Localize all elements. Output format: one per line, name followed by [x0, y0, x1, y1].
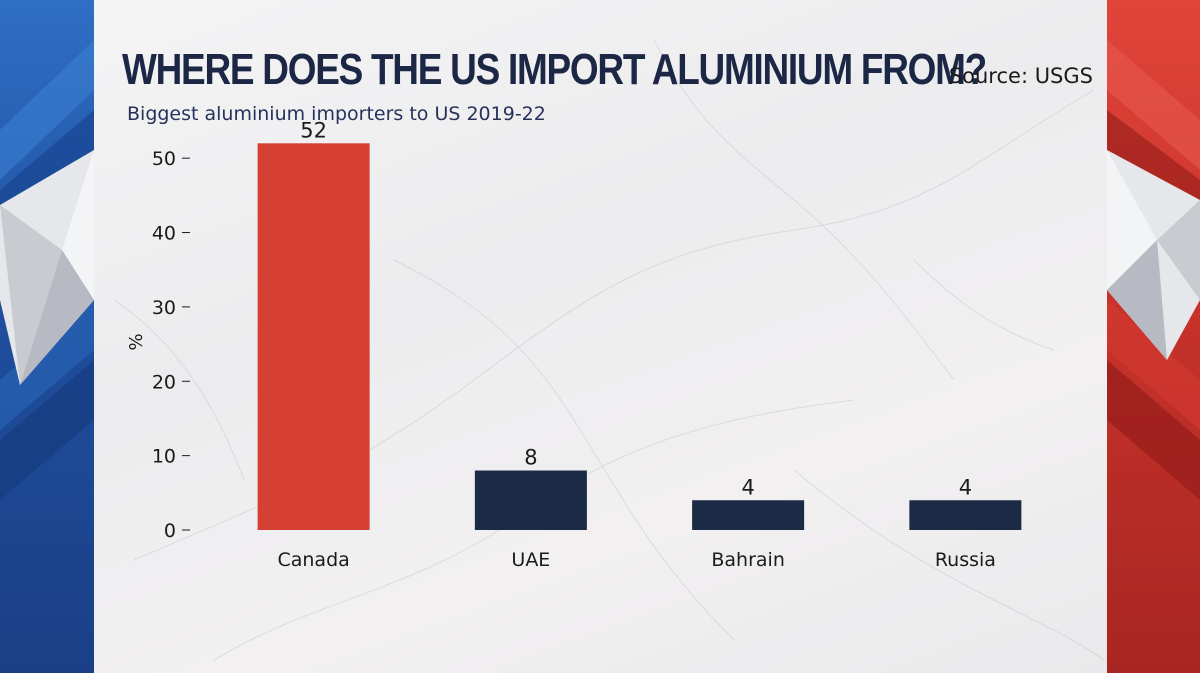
source-note: Source: USGS: [948, 64, 1093, 88]
y-tick-label: 0: [164, 520, 176, 542]
bar-canada: [257, 143, 370, 531]
category-label-russia: Russia: [935, 549, 996, 571]
bar-bahrain: [692, 500, 805, 530]
bar-chart: 0 10 20 30 40 50 % 52 8 4 4 Canada UAE Bahrain Russ…: [126, 118, 1022, 571]
bar-russia: [909, 500, 1022, 530]
blue-star-decoration-icon: [0, 40, 94, 500]
value-label-uae: 8: [524, 446, 537, 470]
value-label-canada: 52: [300, 118, 327, 142]
y-tick-label: 50: [152, 148, 176, 170]
y-axis-title: %: [126, 333, 147, 350]
y-tick-label: 30: [152, 297, 176, 319]
y-tick-label: 10: [152, 446, 176, 468]
y-tick-label: 20: [152, 371, 176, 393]
bars: [257, 143, 1022, 531]
left-decorative-panel: [0, 0, 94, 673]
red-star-decoration-icon: [1107, 40, 1200, 500]
y-tick-label: 40: [152, 223, 176, 245]
category-label-uae: UAE: [511, 549, 550, 571]
chart-card: WHERE DOES THE US IMPORT ALUMINIUM FROM?…: [94, 0, 1107, 673]
category-label-bahrain: Bahrain: [711, 549, 785, 571]
y-axis: 0 10 20 30 40 50: [152, 148, 190, 542]
category-labels: Canada UAE Bahrain Russia: [277, 549, 995, 571]
value-label-russia: 4: [959, 475, 972, 499]
bar-uae: [474, 470, 587, 530]
value-label-bahrain: 4: [741, 475, 754, 499]
value-labels: 52 8 4 4: [300, 118, 972, 499]
chart-title: WHERE DOES THE US IMPORT ALUMINIUM FROM?: [122, 45, 987, 94]
chart-subtitle: Biggest aluminium importers to US 2019-2…: [127, 103, 546, 125]
category-label-canada: Canada: [277, 549, 349, 571]
right-decorative-panel: [1107, 0, 1200, 673]
